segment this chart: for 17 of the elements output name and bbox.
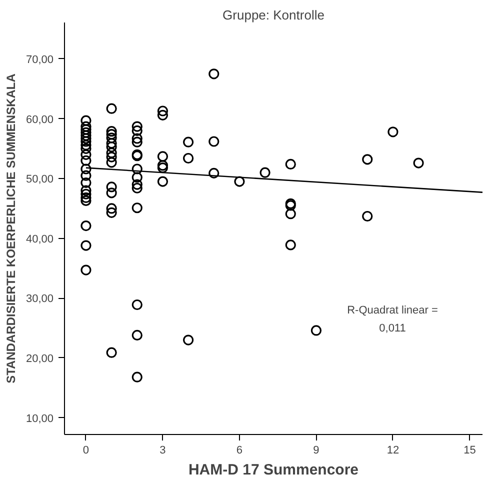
y-tick-label: 60,00: [26, 114, 54, 126]
y-axis-title: STANDARDISIERTE KOERPERLICHE SUMMENSKALA: [4, 73, 18, 384]
y-tick-label: 40,00: [26, 233, 54, 246]
y-tick-label: 30,00: [26, 293, 54, 306]
x-tick-label: 0: [82, 444, 90, 456]
y-tick-label: 20,00: [26, 352, 54, 365]
y-tick-label: 10,00: [26, 412, 54, 425]
chart-title: Gruppe: Kontrolle: [222, 8, 324, 22]
x-tick-label: 12: [386, 444, 400, 456]
x-tick-label: 6: [236, 444, 243, 456]
x-tick-label: 15: [464, 444, 476, 456]
x-tick-label: 9: [313, 444, 320, 456]
annotation: R-Quadrat linear = 0,011: [347, 304, 438, 334]
y-tick-label: 70,00: [26, 54, 54, 66]
x-axis-title: HAM-D 17 Summencore: [188, 462, 359, 478]
x-tick-label: 3: [160, 444, 166, 456]
y-tick-label: 50,00: [26, 174, 54, 186]
